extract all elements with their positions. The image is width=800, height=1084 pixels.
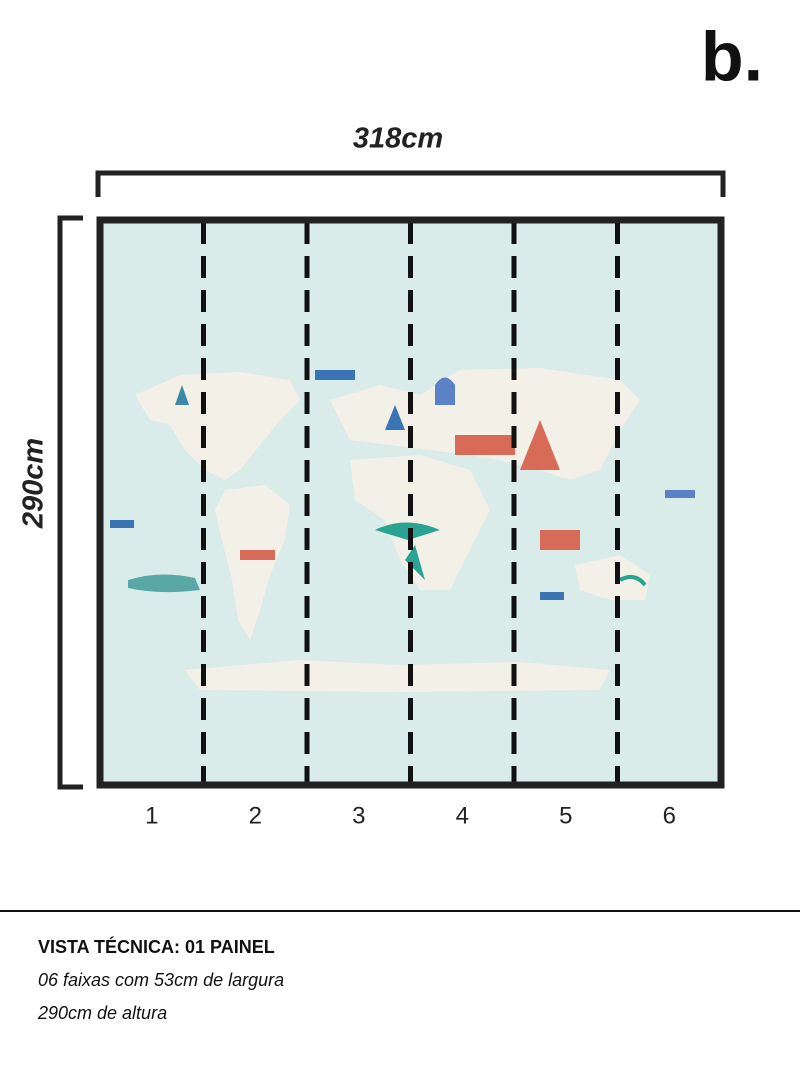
panel-number: 6 bbox=[663, 802, 676, 829]
technical-view: b. 318cm 290cm 1 2 3 4 5 6 bbox=[0, 17, 800, 912]
height-bracket bbox=[57, 215, 83, 790]
logo: b. bbox=[701, 17, 763, 95]
panel-number: 5 bbox=[559, 802, 572, 829]
width-label: 318cm bbox=[353, 123, 443, 155]
panel-number: 4 bbox=[456, 802, 469, 829]
panel-number: 3 bbox=[352, 802, 365, 829]
footer-line: 290cm de altura bbox=[38, 1003, 168, 1023]
footer-line: 06 faixas com 53cm de largura bbox=[38, 970, 285, 990]
width-bracket bbox=[95, 170, 726, 197]
height-label: 290cm bbox=[18, 438, 50, 529]
mural-frame bbox=[96, 216, 725, 789]
map-illustrations bbox=[110, 370, 695, 600]
panel-number: 2 bbox=[249, 802, 262, 829]
world-map bbox=[135, 368, 650, 692]
panel-number: 1 bbox=[145, 802, 158, 829]
panel-dividers bbox=[201, 222, 620, 783]
footer-title: VISTA TÉCNICA: 01 PAINEL bbox=[38, 937, 275, 957]
